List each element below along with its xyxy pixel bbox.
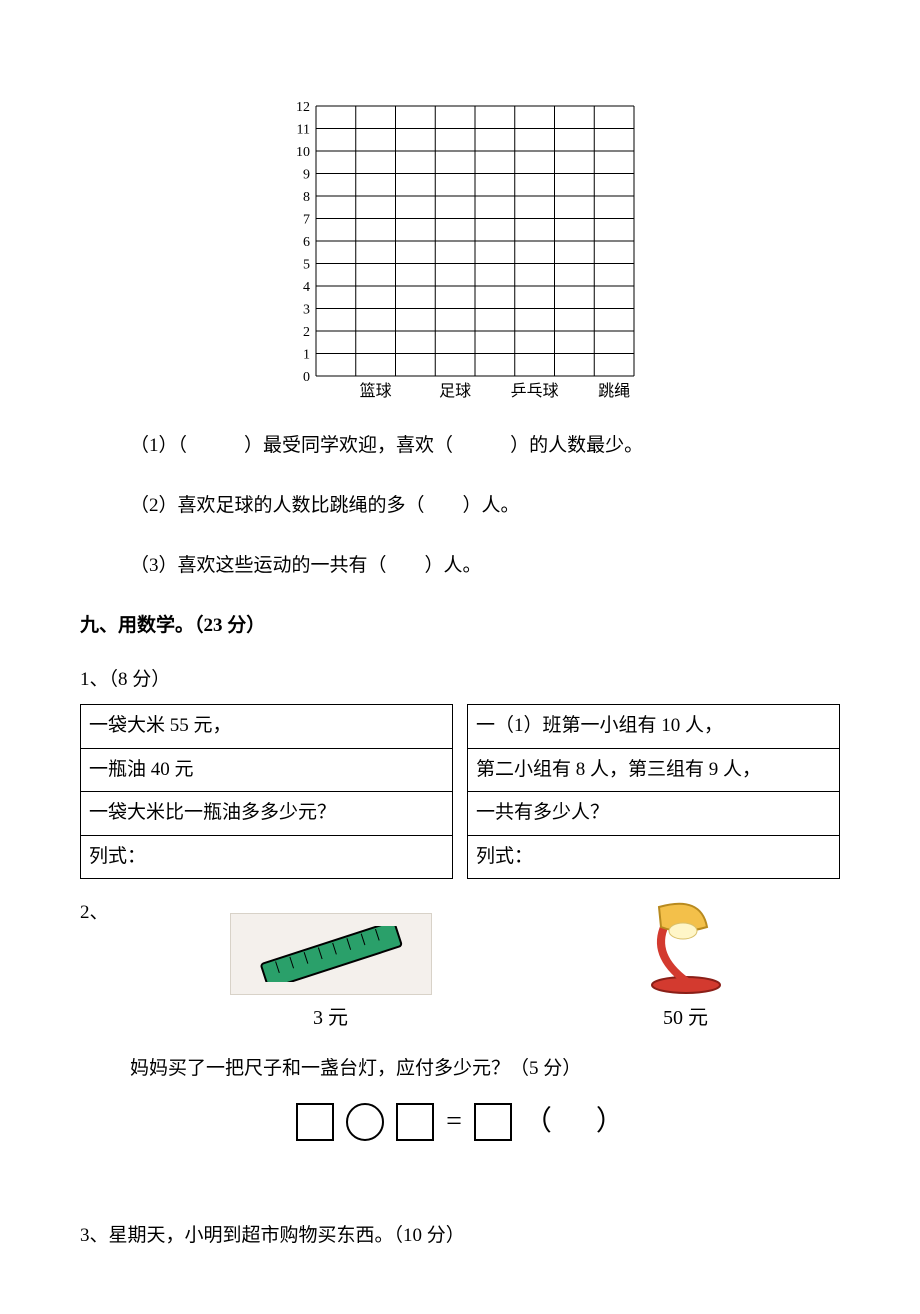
q1-left-table: 一袋大米 55 元， 一瓶油 40 元 一袋大米比一瓶油多多少元？ 列式： [80, 704, 453, 879]
eq-box-1[interactable] [296, 1103, 334, 1141]
svg-text:10: 10 [296, 145, 310, 160]
q2-label: 2、 [80, 895, 130, 931]
svg-text:7: 7 [303, 213, 310, 228]
eq-paren-close: ） [596, 1095, 624, 1148]
q2-equation: = （ ） [80, 1095, 840, 1148]
rt-r3: 一共有多少人？ [468, 792, 840, 835]
svg-text:0: 0 [303, 370, 310, 385]
svg-text:9: 9 [303, 168, 310, 183]
eq-box-3[interactable] [474, 1103, 512, 1141]
q3-part2: ）人。 [425, 555, 482, 576]
svg-text:2: 2 [303, 325, 310, 340]
rt-r4[interactable]: 列式： [468, 835, 840, 878]
svg-text:11: 11 [297, 123, 310, 138]
svg-text:1: 1 [303, 348, 310, 363]
q3-part1: （3）喜欢这些运动的一共有（ [130, 555, 387, 576]
lamp-price: 50 元 [663, 999, 708, 1037]
q1-part1: （1）（ [130, 435, 187, 456]
ruler-icon-box [230, 913, 432, 995]
q3-text: 3、星期天，小明到超市购物买东西。（10 分） [80, 1218, 840, 1254]
svg-text:足球: 足球 [439, 382, 471, 400]
eq-paren-open: （ [524, 1095, 552, 1148]
q3-blank[interactable] [387, 555, 425, 576]
q1-right-table: 一（1）班第一小组有 10 人， 第二小组有 8 人，第三组有 9 人， 一共有… [467, 704, 840, 879]
svg-text:6: 6 [303, 235, 310, 250]
q1-blank2[interactable] [453, 435, 510, 456]
q1-label: 1、（8 分） [80, 662, 840, 698]
q2-part1: （2）喜欢足球的人数比跳绳的多（ [130, 495, 425, 516]
svg-text:5: 5 [303, 258, 310, 273]
q2-part2: ）人。 [463, 495, 520, 516]
fill-q1: （1）（ ）最受同学欢迎，喜欢（ ）的人数最少。 [80, 428, 840, 464]
svg-text:篮球: 篮球 [360, 382, 392, 400]
svg-text:12: 12 [296, 100, 310, 115]
q1-blank1[interactable] [187, 435, 244, 456]
lt-r3: 一袋大米比一瓶油多多少元？ [81, 792, 453, 835]
lamp-icon [631, 895, 741, 995]
section-9-heading: 九、用数学。（23 分） [80, 608, 840, 644]
lt-r4[interactable]: 列式： [81, 835, 453, 878]
q1-part2: ）最受同学欢迎，喜欢（ [244, 435, 453, 456]
eq-op-circle[interactable] [346, 1103, 384, 1141]
ruler-price: 3 元 [313, 999, 348, 1037]
ruler-icon [246, 926, 416, 982]
q1-part3: ）的人数最少。 [510, 435, 643, 456]
svg-text:3: 3 [303, 303, 310, 318]
fill-q2: （2）喜欢足球的人数比跳绳的多（ ）人。 [80, 488, 840, 524]
lt-r2: 一瓶油 40 元 [81, 748, 453, 791]
rt-r2: 第二小组有 8 人，第三组有 9 人， [468, 748, 840, 791]
eq-equals: = [446, 1095, 462, 1148]
fill-q3: （3）喜欢这些运动的一共有（ ）人。 [80, 548, 840, 584]
svg-text:乒乓球: 乒乓球 [511, 382, 559, 400]
q1-tables: 一袋大米 55 元， 一瓶油 40 元 一袋大米比一瓶油多多少元？ 列式： 一（… [80, 704, 840, 879]
q2-question-text: 妈妈买了一把尺子和一盏台灯，应付多少元？（5 分） [80, 1051, 840, 1087]
svg-text:跳绳: 跳绳 [598, 382, 630, 400]
q2-row: 2、 [80, 895, 840, 1037]
lt-r1: 一袋大米 55 元， [81, 705, 453, 748]
q2-blank[interactable] [425, 495, 463, 516]
eq-box-2[interactable] [396, 1103, 434, 1141]
ruler-item: 3 元 [230, 913, 432, 1037]
svg-text:8: 8 [303, 190, 310, 205]
svg-text:4: 4 [303, 280, 310, 295]
chart-svg: 0123456789101112篮球足球乒乓球跳绳 [280, 100, 640, 400]
lamp-item: 50 元 [631, 895, 741, 1037]
bar-chart-grid: 0123456789101112篮球足球乒乓球跳绳 [80, 100, 840, 400]
rt-r1: 一（1）班第一小组有 10 人， [468, 705, 840, 748]
